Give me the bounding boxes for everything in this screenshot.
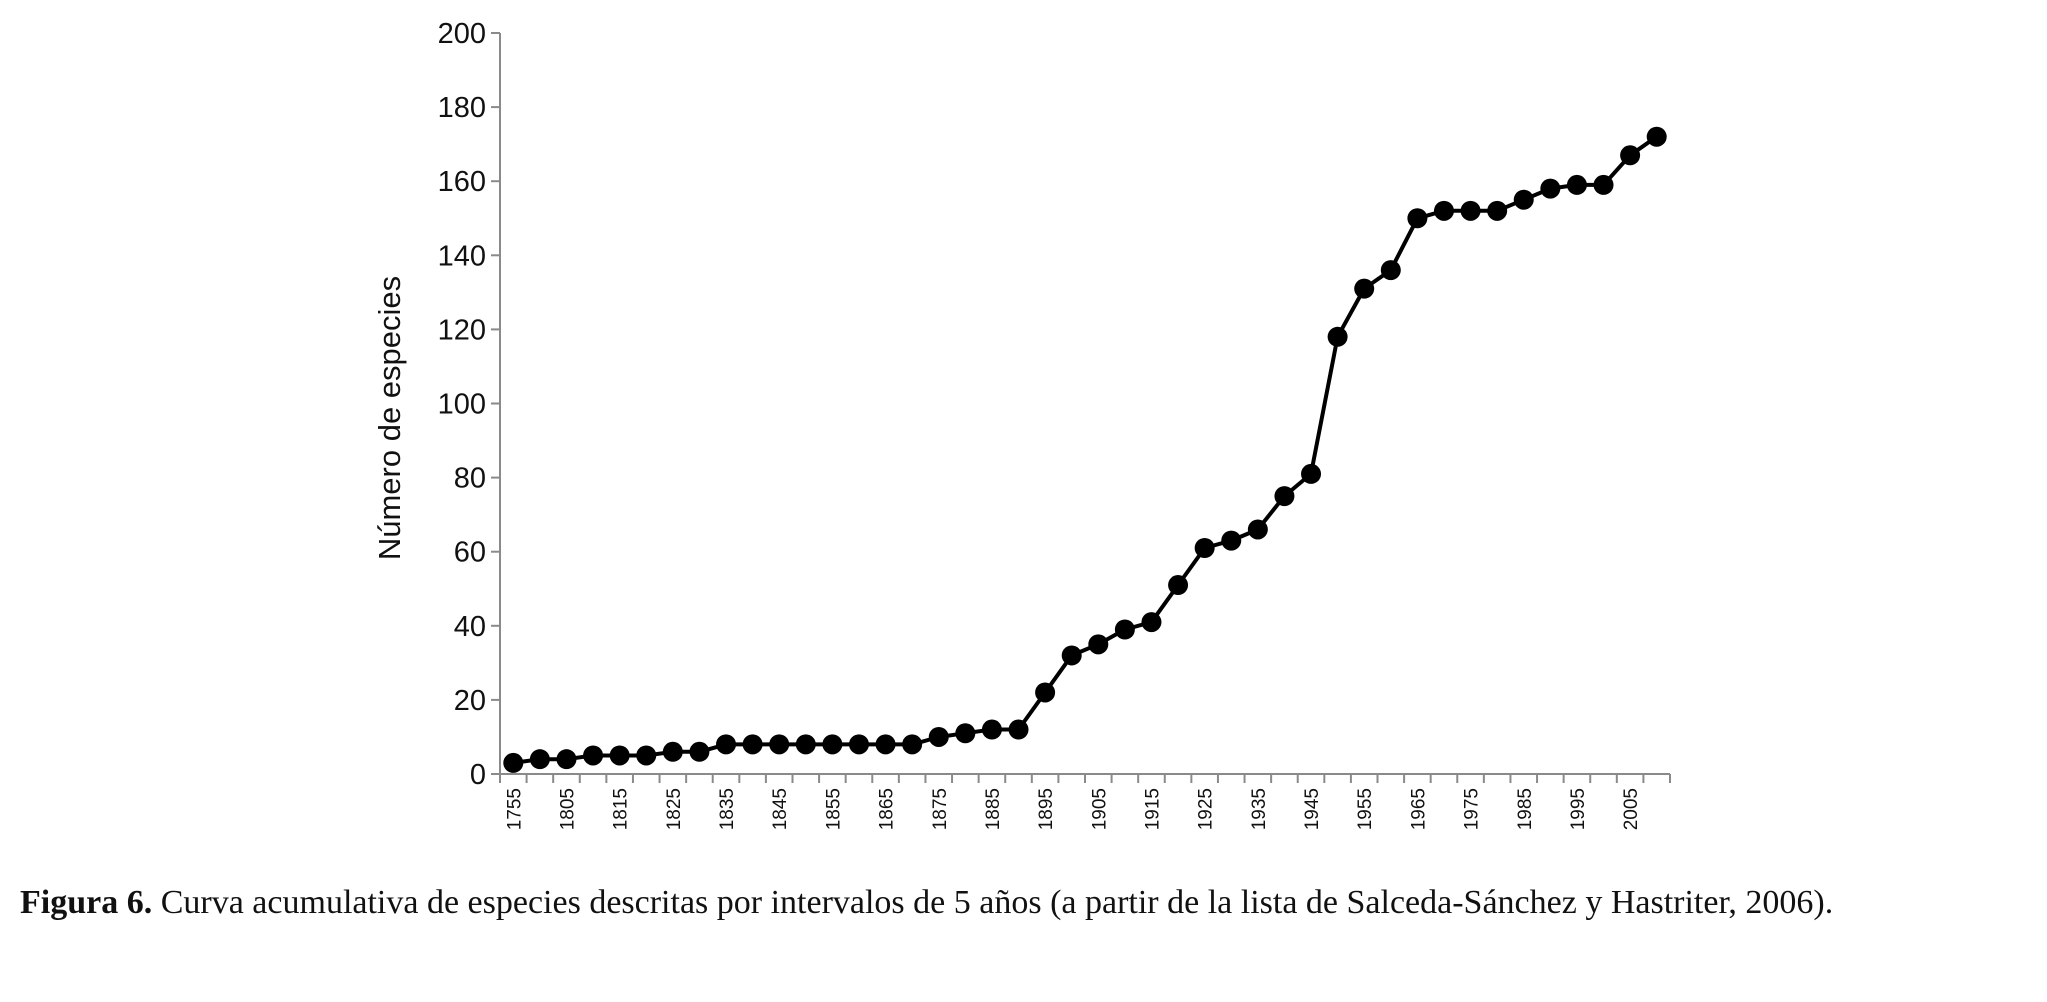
x-tick-label: 1895 xyxy=(1036,788,1057,830)
data-point xyxy=(795,734,816,755)
data-point xyxy=(1088,634,1109,655)
data-point xyxy=(981,719,1002,740)
data-point xyxy=(848,734,869,755)
data-point xyxy=(1566,174,1587,195)
chart-figure: 0 20 40 60 80 100 120 140 160 180 200 1755 1805 1815… xyxy=(372,18,1671,830)
x-tick-label: 1805 xyxy=(557,788,578,830)
x-tick-label: 1855 xyxy=(823,788,844,830)
data-point xyxy=(1194,537,1215,558)
data-point xyxy=(636,745,657,766)
x-tick-label: 1835 xyxy=(717,788,738,830)
data-point xyxy=(1540,178,1561,199)
caption-text: Curva acumulativa de especies descritas … xyxy=(152,884,1834,921)
x-axis-ticks: 1755 1805 1815 1825 1835 1845 1855 1865 1875 1885… xyxy=(499,774,1671,830)
y-axis-label: Número de especies xyxy=(372,276,407,560)
y-tick-label: 80 xyxy=(454,463,486,495)
x-tick-label: 1945 xyxy=(1302,788,1323,830)
chart-axes xyxy=(499,33,1670,775)
data-point xyxy=(1221,530,1242,551)
data-point xyxy=(662,741,683,762)
data-point xyxy=(1487,200,1508,221)
x-tick-label: 1815 xyxy=(611,788,632,830)
x-tick-label: 1935 xyxy=(1249,788,1270,830)
data-point xyxy=(1168,575,1189,596)
data-point xyxy=(1593,174,1614,195)
y-tick-label: 180 xyxy=(438,92,486,124)
caption-label: Figura 6. xyxy=(20,884,153,921)
x-tick-label: 1995 xyxy=(1568,788,1589,830)
x-tick-label: 1955 xyxy=(1355,788,1376,830)
data-point xyxy=(742,734,763,755)
x-tick-label: 1755 xyxy=(504,788,525,830)
x-tick-label: 1825 xyxy=(664,788,685,830)
x-tick-label: 1845 xyxy=(770,788,791,830)
data-point xyxy=(1274,486,1295,507)
data-point xyxy=(1460,200,1481,221)
data-point xyxy=(1380,260,1401,281)
data-point xyxy=(1247,519,1268,540)
x-tick-label: 1905 xyxy=(1089,788,1110,830)
series-polyline xyxy=(513,135,1658,765)
y-tick-label: 60 xyxy=(454,537,486,569)
data-point xyxy=(902,734,923,755)
data-point xyxy=(769,734,790,755)
data-point xyxy=(529,749,550,770)
data-point xyxy=(1141,612,1162,633)
y-tick-label: 200 xyxy=(438,18,486,50)
y-tick-label: 120 xyxy=(438,314,486,346)
data-point xyxy=(609,745,630,766)
data-point xyxy=(556,749,577,770)
x-tick-label: 1965 xyxy=(1408,788,1429,830)
data-point xyxy=(1008,719,1029,740)
x-tick-label: 1975 xyxy=(1462,788,1483,830)
x-tick-label: 2005 xyxy=(1621,788,1642,830)
data-point xyxy=(928,726,949,747)
data-point xyxy=(1407,208,1428,229)
line-chart: 0 20 40 60 80 100 120 140 160 180 200 1755 1805 1815… xyxy=(372,18,1671,830)
y-tick-label: 100 xyxy=(438,389,486,421)
y-tick-label: 40 xyxy=(454,611,486,643)
x-tick-label: 1925 xyxy=(1196,788,1217,830)
x-tick-label: 1865 xyxy=(877,788,898,830)
y-tick-label: 20 xyxy=(454,685,486,717)
series-points xyxy=(503,126,1667,773)
data-point xyxy=(1061,645,1082,666)
y-tick-label: 0 xyxy=(470,759,486,791)
y-axis-ticks: 0 20 40 60 80 100 120 140 160 180 200 xyxy=(438,18,500,791)
data-point xyxy=(875,734,896,755)
y-tick-label: 160 xyxy=(438,166,486,198)
x-tick-label: 1915 xyxy=(1142,788,1163,830)
data-point xyxy=(503,752,524,773)
data-point xyxy=(1433,200,1454,221)
data-point xyxy=(1513,189,1534,210)
figure-caption: Figura 6. Curva acumulativa de especies … xyxy=(20,880,2030,926)
data-point xyxy=(1327,326,1348,347)
data-point xyxy=(1354,278,1375,299)
data-point xyxy=(822,734,843,755)
x-tick-label: 1875 xyxy=(930,788,951,830)
data-point xyxy=(955,723,976,744)
data-point xyxy=(583,745,604,766)
series-line xyxy=(513,135,1658,765)
data-point xyxy=(689,741,710,762)
x-tick-label: 1885 xyxy=(983,788,1004,830)
x-tick-label: 1985 xyxy=(1515,788,1536,830)
data-point xyxy=(716,734,737,755)
data-point xyxy=(1646,126,1667,147)
data-point xyxy=(1301,463,1322,484)
data-point xyxy=(1620,145,1641,166)
y-tick-label: 140 xyxy=(438,240,486,272)
data-point xyxy=(1114,619,1135,640)
data-point xyxy=(1035,682,1056,703)
